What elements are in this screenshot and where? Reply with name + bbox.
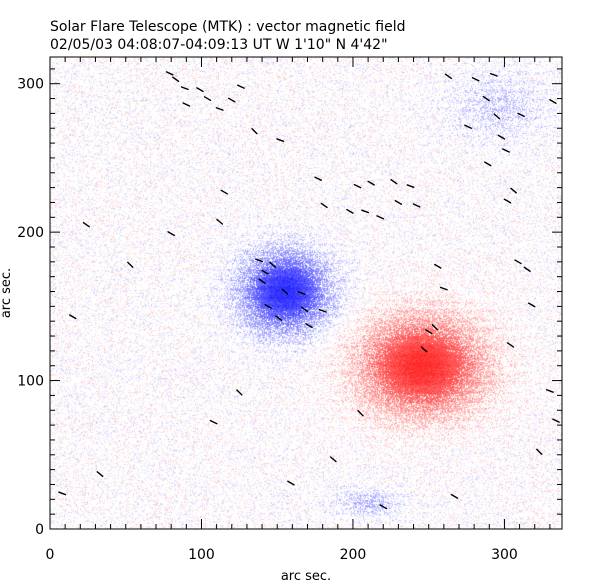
transverse-field-vector-61	[502, 148, 510, 153]
transverse-field-vector-70	[545, 389, 554, 393]
transverse-field-vector-8	[180, 86, 189, 91]
transverse-field-vector-26	[276, 138, 285, 143]
x-axis-tick-label-0: 0	[46, 547, 55, 563]
transverse-field-vector-65	[514, 259, 522, 265]
chart-subtitle: 02/05/03 04:08:07-04:09:13 UT W 1'10" N …	[50, 37, 388, 53]
transverse-field-vector-19	[251, 128, 258, 135]
transverse-field-vector-52	[444, 73, 452, 80]
transverse-field-vector-42	[379, 504, 387, 510]
transverse-field-vector-35	[329, 456, 337, 463]
transverse-field-vector-56	[482, 95, 490, 102]
transverse-field-vector-18	[236, 84, 245, 89]
magnetic-field-raster	[50, 57, 562, 529]
transverse-field-vector-49	[431, 323, 438, 331]
transverse-field-vector-28	[287, 480, 295, 486]
transverse-field-vector-57	[484, 161, 492, 167]
transverse-field-vector-29	[297, 291, 306, 295]
y-axis-tick-label-0: 0	[35, 522, 44, 538]
transverse-field-vector-50	[434, 263, 442, 269]
transverse-field-vector-9	[182, 102, 191, 107]
transverse-field-vector-66	[517, 112, 525, 118]
transverse-field-vector-31	[305, 323, 313, 329]
transverse-field-vector-59	[493, 113, 501, 120]
transverse-field-vector-69	[536, 448, 543, 455]
transverse-field-vector-53	[450, 493, 459, 499]
y-axis-tick-label-300: 300	[17, 77, 44, 93]
transverse-field-vector-41	[376, 215, 385, 220]
transverse-field-vector-46	[412, 203, 421, 208]
transverse-field-vector-11	[203, 96, 212, 102]
x-axis-tick-label-300: 300	[491, 547, 518, 563]
transverse-field-vector-5	[165, 71, 174, 76]
transverse-field-vector-30	[300, 306, 309, 313]
transverse-field-vector-17	[236, 389, 243, 396]
transverse-field-vector-64	[510, 187, 517, 194]
transverse-field-vector-23	[264, 303, 272, 309]
transverse-field-vector-51	[439, 286, 448, 291]
y-axis-tick-label-100: 100	[17, 374, 44, 390]
transverse-field-vector-71	[549, 99, 557, 104]
transverse-field-vector-63	[506, 342, 515, 348]
transverse-field-vector-0	[58, 491, 67, 496]
transverse-field-vector-21	[258, 278, 266, 284]
transverse-field-vector-33	[318, 308, 327, 313]
x-axis-tick-label-100: 100	[188, 547, 215, 563]
transverse-field-vector-67	[523, 266, 531, 272]
transverse-field-vector-55	[471, 77, 480, 82]
transverse-field-vector-3	[96, 471, 104, 478]
transverse-field-vector-16	[228, 97, 236, 103]
transverse-field-vector-39	[361, 209, 370, 214]
transverse-field-vector-27	[281, 288, 289, 295]
transverse-field-vector-2	[82, 222, 90, 228]
transverse-field-vector-25	[275, 315, 283, 321]
transverse-field-vector-44	[394, 200, 403, 205]
transverse-field-vector-40	[367, 180, 375, 186]
transverse-field-vector-34	[320, 202, 328, 209]
transverse-field-vector-72	[552, 418, 560, 423]
transverse-field-vector-48	[424, 329, 433, 335]
transverse-field-vector-58	[489, 72, 498, 77]
transverse-field-vector-32	[314, 176, 322, 181]
transverse-field-vector-20	[255, 258, 264, 263]
transverse-field-vector-14	[215, 107, 224, 111]
y-axis-label: arc sec.	[0, 268, 14, 318]
transverse-field-vector-54	[464, 124, 472, 129]
transverse-field-vector-12	[209, 419, 218, 425]
transverse-field-vector-47	[420, 346, 428, 353]
chart-title: Solar Flare Telescope (MTK) : vector mag…	[50, 19, 406, 35]
plot-frame	[49, 56, 563, 530]
transverse-field-vector-1	[68, 314, 77, 320]
transverse-field-vector-36	[346, 208, 354, 214]
transverse-field-vector-7	[172, 76, 180, 82]
transverse-field-vector-38	[357, 410, 364, 417]
transverse-field-vector-15	[220, 189, 228, 195]
transverse-field-vector-62	[503, 198, 512, 204]
transverse-field-vector-4	[127, 261, 134, 268]
transverse-field-vector-68	[527, 302, 536, 308]
transverse-field-vector-43	[390, 178, 398, 185]
transverse-field-vector-45	[406, 184, 415, 189]
x-axis-label: arc sec.	[281, 569, 331, 584]
transverse-field-vector-22	[261, 269, 269, 275]
transverse-field-vector-60	[497, 134, 506, 140]
transverse-field-vector-6	[167, 231, 175, 237]
transverse-field-vector-13	[216, 218, 224, 225]
transverse-field-vector-24	[269, 261, 277, 268]
transverse-field-vector-37	[353, 183, 362, 189]
transverse-field-vector-10	[196, 87, 204, 93]
axis-ticks: 0 100 200 300 0 100 200 300	[17, 57, 562, 563]
magnetic-field-map	[50, 57, 562, 529]
y-axis-tick-label-200: 200	[17, 225, 44, 241]
x-axis-tick-label-200: 200	[340, 547, 367, 563]
